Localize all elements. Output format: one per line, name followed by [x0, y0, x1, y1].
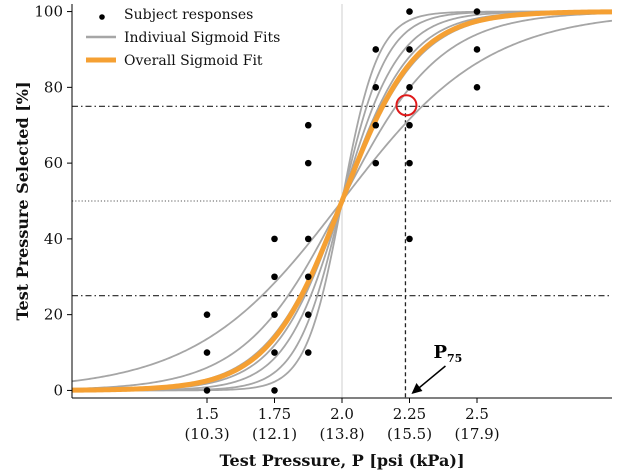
axes: [67, 4, 612, 403]
subject-response-point: [304, 159, 312, 167]
y-tick-label: 80: [44, 78, 63, 96]
x-tick-sublabel: (17.9): [454, 425, 499, 443]
subject-response-point: [203, 311, 211, 318]
subject-response-point: [406, 84, 413, 91]
subject-response-point: [406, 235, 413, 243]
subject-response-point: [271, 349, 278, 356]
x-tick-label: 1.75: [258, 405, 291, 423]
subject-response-points: [203, 8, 481, 394]
legend-marker-responses: [99, 14, 105, 20]
overall-fit-curve-layer: [72, 9, 612, 393]
x-tick-label: 1.5: [195, 405, 219, 423]
legend-label: Overall Sigmoid Fit: [124, 53, 263, 69]
legend-label: Indiviual Sigmoid Fits: [124, 30, 280, 46]
subject-response-point: [203, 387, 211, 394]
y-tick-label: 40: [44, 230, 63, 248]
p75-label: P75: [433, 342, 462, 365]
p75-arrow-head: [411, 383, 423, 394]
x-tick-sublabel: (15.5): [387, 425, 432, 443]
legend-label: Subject responses: [124, 7, 253, 23]
x-tick-label: 2.0: [330, 405, 354, 423]
subject-response-point: [271, 273, 278, 281]
subject-response-point: [271, 235, 278, 243]
x-tick-sublabel: (10.3): [184, 425, 229, 443]
subject-response-point: [372, 84, 380, 91]
subject-response-point: [304, 121, 312, 129]
subject-response-point: [304, 349, 312, 356]
subject-response-point: [203, 349, 211, 356]
p75-arrow-line: [415, 365, 446, 391]
y-tick-label: 0: [53, 381, 63, 399]
subject-response-point: [304, 273, 312, 281]
y-tick-label: 60: [44, 154, 63, 172]
y-axis-title: Test Pressure Selected [%]: [13, 81, 32, 320]
subject-response-point: [406, 159, 413, 167]
subject-response-point: [304, 235, 312, 243]
subject-response-point: [372, 159, 380, 167]
x-tick-sublabel: (12.1): [252, 425, 297, 443]
subject-response-point: [473, 84, 481, 91]
legend: Subject responses Indiviual Sigmoid Fits O…: [86, 7, 280, 69]
x-tick-label: 2.5: [465, 405, 489, 423]
x-tick-sublabel: (13.8): [319, 425, 364, 443]
overall-fit-curve: [72, 9, 612, 393]
y-tick-label: 100: [34, 3, 63, 21]
subject-response-point: [372, 121, 380, 129]
p75-highlight-circle: [395, 94, 418, 117]
subject-response-point: [271, 311, 278, 318]
p75-annotation: P75: [395, 94, 462, 394]
tick-labels: 0 20 40 60 80 100 1.5 (10.3) 1.75 (12.1) 2.0 (13.8)…: [34, 3, 499, 443]
x-axis-title: Test Pressure, P [psi (kPa)]: [219, 451, 464, 470]
subject-response-point: [271, 387, 278, 394]
subject-response-point: [473, 46, 481, 53]
subject-response-point: [406, 121, 413, 129]
subject-response-point: [304, 311, 312, 318]
y-tick-label: 20: [44, 306, 63, 324]
subject-response-point: [372, 46, 380, 53]
subject-response-point: [406, 46, 413, 53]
subject-response-point: [406, 8, 413, 15]
x-tick-label: 2.25: [393, 405, 426, 423]
subject-response-point: [473, 8, 481, 15]
